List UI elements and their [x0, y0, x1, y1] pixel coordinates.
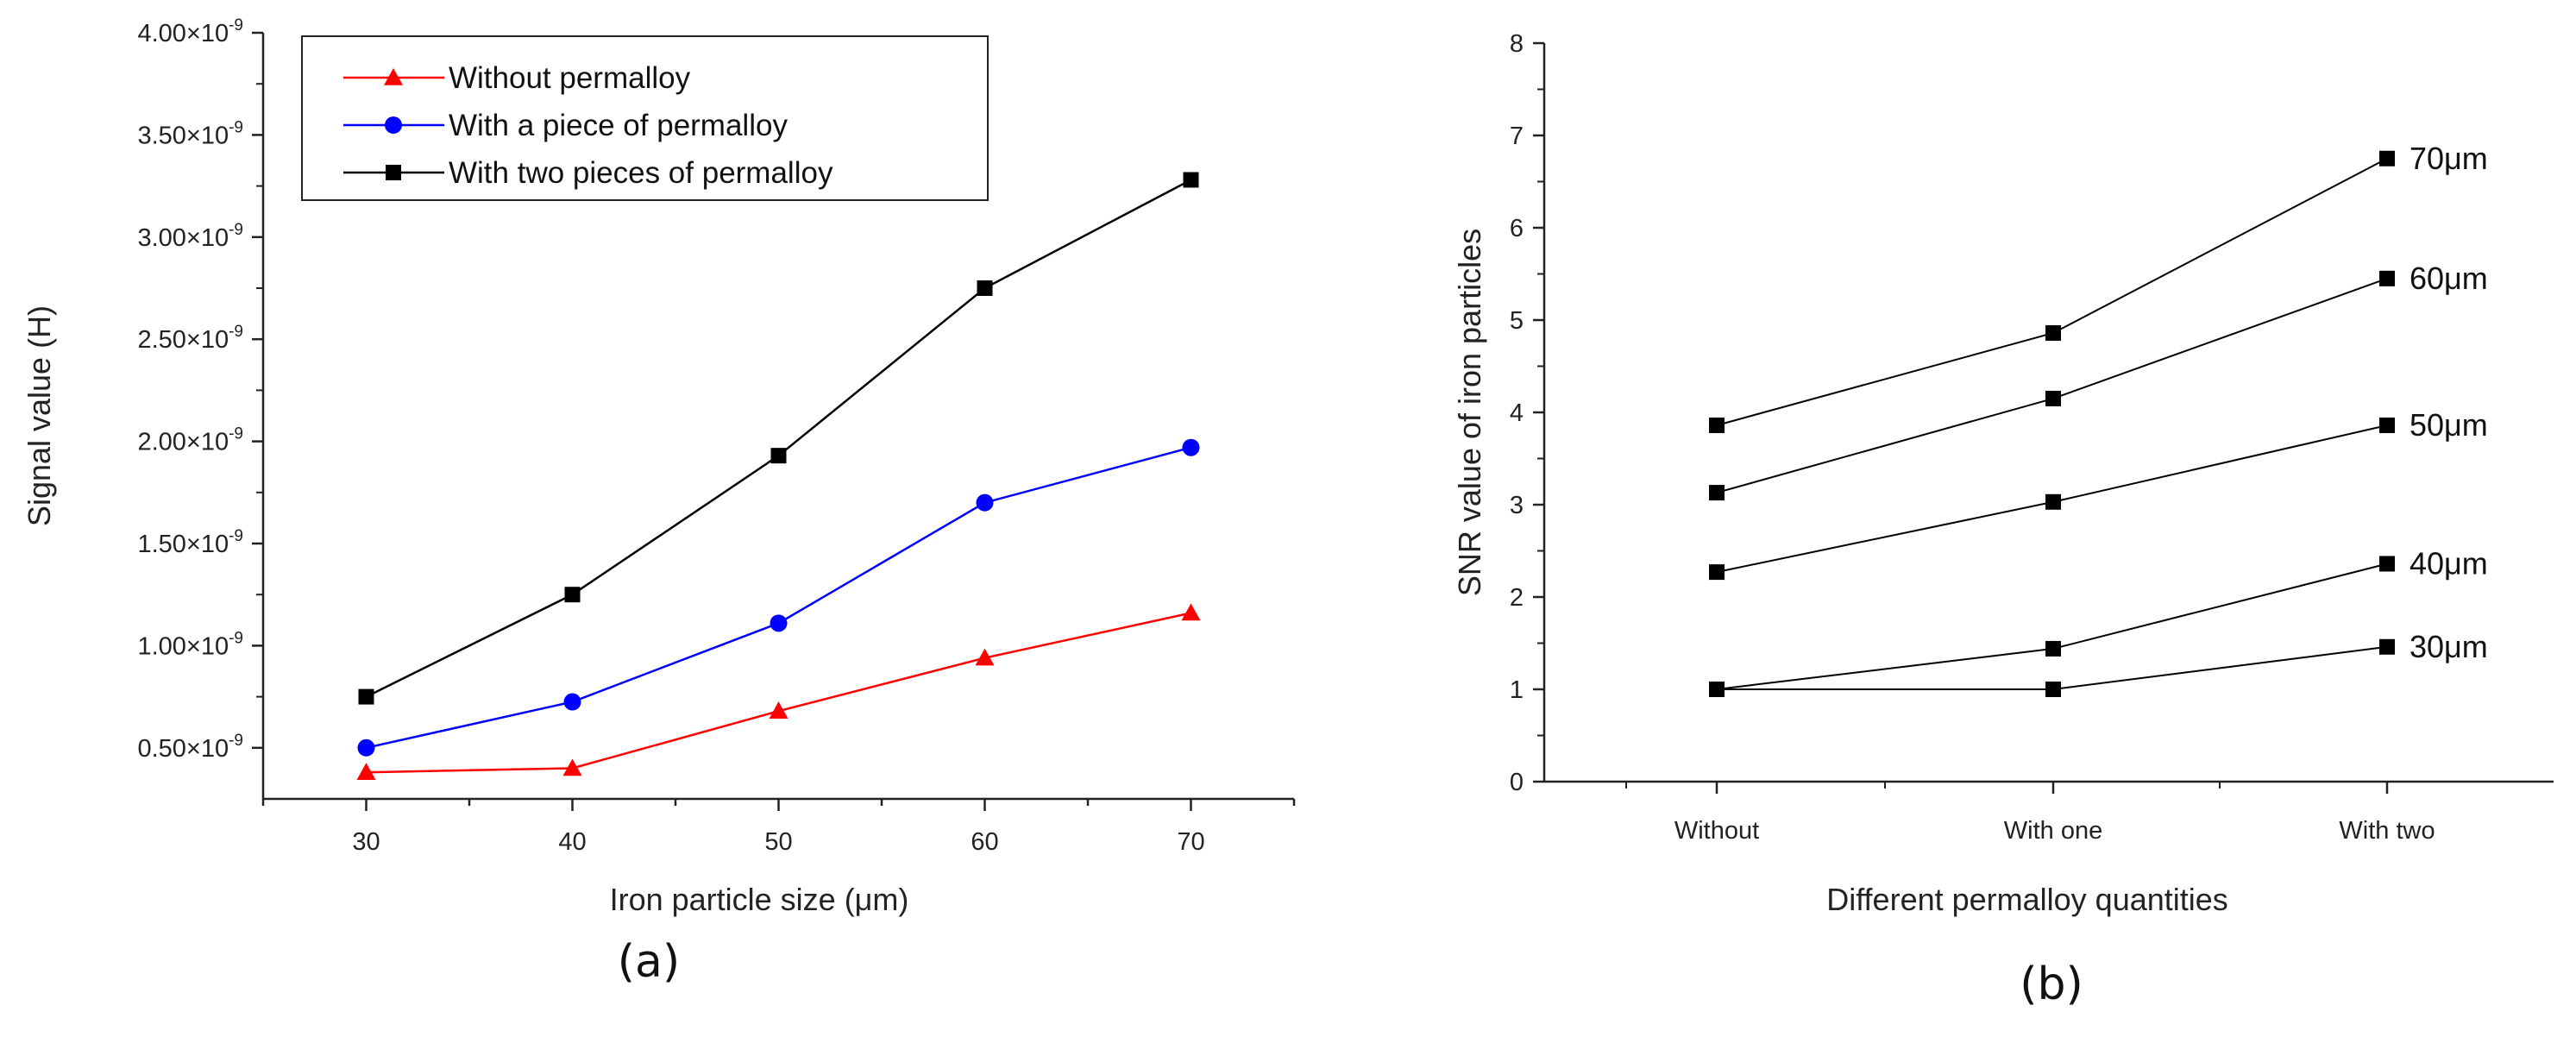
chart-b-series-60μm: 60μm	[1709, 261, 2488, 501]
chart-b-panel-label: (b)	[2020, 958, 2083, 1010]
legend-label: With a piece of permalloy	[449, 109, 788, 142]
chart-b-ytick-label: 8	[1510, 30, 1524, 58]
chart-b-xtick-label: With two	[2339, 817, 2435, 845]
chart-a-point	[769, 701, 789, 719]
chart-a-point	[356, 763, 376, 781]
chart-b-ytick-label: 5	[1510, 307, 1524, 335]
chart-b-series-30μm: 30μm	[1709, 629, 2488, 697]
chart-b-series-label: 70μm	[2410, 141, 2488, 176]
chart-b-point	[2379, 556, 2395, 572]
chart-a-ytick-label: 0.50×10-9	[137, 732, 243, 763]
chart-a: 0.50×10-9 1.00×10-9 1.50×10-9 2.00×10-9 2.50…	[22, 16, 1296, 988]
chart-a-series-triangle	[356, 603, 1201, 781]
chart-b-series-line	[1716, 157, 2388, 426]
chart-a-xtick-label: 60	[971, 828, 998, 856]
chart-a-point	[1182, 438, 1200, 456]
chart-b-point	[2045, 682, 2061, 697]
chart-b-series-70μm: 70μm	[1709, 141, 2488, 433]
chart-b-series-40μm: 40μm	[1709, 545, 2488, 697]
chart-a-series-line	[366, 612, 1191, 774]
chart-b-point	[1709, 417, 1725, 433]
chart-a-point	[563, 693, 581, 711]
chart-b-point	[1709, 485, 1725, 501]
chart-a-point	[977, 280, 993, 296]
chart-b-ytick-label: 7	[1510, 123, 1524, 150]
chart-b-y-title: SNR value of iron particles	[1452, 229, 1487, 596]
chart-a-ytick-label: 2.00×10-9	[137, 425, 243, 456]
chart-b-point	[2045, 640, 2061, 657]
chart-a-xtick-label: 30	[352, 828, 380, 856]
chart-b-series-label: 40μm	[2410, 545, 2488, 581]
chart-b-point	[2045, 390, 2061, 406]
chart-b-ytick-label: 0	[1510, 769, 1524, 796]
chart-b-point	[1709, 564, 1725, 581]
chart-b-point	[2379, 417, 2395, 433]
chart-b-point	[2379, 150, 2395, 167]
chart-a-point	[1183, 172, 1199, 188]
chart-b: 0 1 2 3 4 5 6 7 8 Without With one With two 70μm 60…	[1452, 30, 2554, 1010]
chart-b-ytick-label: 3	[1510, 492, 1524, 519]
chart-a-point	[358, 688, 374, 705]
chart-a-point	[770, 448, 787, 464]
chart-a-xtick-label: 50	[764, 828, 792, 856]
chart-a-panel-label: (a)	[618, 936, 680, 988]
chart-b-xtick-label: Without	[1674, 817, 1759, 845]
chart-a-legend: Without permalloy With a piece of permall…	[301, 35, 989, 201]
legend-label: With two pieces of permalloy	[449, 156, 833, 190]
chart-a-series-square	[358, 172, 1199, 705]
chart-a-ytick-label: 2.50×10-9	[137, 323, 243, 354]
chart-b-series-line	[1716, 562, 2388, 690]
chart-b-series-line	[1716, 277, 2388, 494]
legend-marker	[384, 68, 403, 85]
chart-a-point	[770, 614, 788, 632]
chart-a-xtick-label: 40	[558, 828, 586, 856]
chart-b-point	[1709, 682, 1725, 697]
legend-marker	[385, 116, 402, 134]
chart-a-point	[975, 648, 995, 666]
chart-b-series-label: 50μm	[2410, 407, 2488, 443]
chart-a-ytick-label: 3.50×10-9	[137, 118, 243, 149]
legend-marker	[386, 165, 401, 180]
chart-a-xtick-label: 70	[1177, 828, 1204, 856]
chart-a-ytick-label: 1.50×10-9	[137, 527, 243, 558]
chart-a-point	[357, 738, 375, 757]
chart-b-point	[2379, 638, 2395, 655]
chart-a-point	[562, 758, 582, 776]
chart-a-point	[1181, 603, 1201, 621]
chart-b-ytick-label: 2	[1510, 584, 1524, 612]
chart-a-y-title: Signal value (H)	[22, 305, 57, 526]
chart-a-ytick-label: 1.00×10-9	[137, 629, 243, 660]
chart-a-point	[976, 493, 994, 512]
chart-b-series-50μm: 50μm	[1709, 407, 2488, 581]
chart-b-series-label: 60μm	[2410, 261, 2488, 296]
chart-b-point	[2379, 270, 2395, 286]
chart-b-ytick-label: 1	[1510, 676, 1524, 704]
chart-b-xtick-label: With one	[2004, 817, 2102, 845]
chart-b-ytick-label: 4	[1510, 399, 1524, 427]
legend-label: Without permalloy	[449, 61, 691, 95]
chart-a-ytick-label: 3.00×10-9	[137, 221, 243, 252]
chart-b-ytick-label: 6	[1510, 215, 1524, 242]
chart-a-ytick-label: 4.00×10-9	[137, 16, 243, 47]
chart-a-point	[564, 587, 581, 603]
chart-b-x-title: Different permalloy quantities	[1826, 882, 2228, 917]
chart-a-series-circle	[357, 438, 1200, 757]
chart-a-x-title: Iron particle size (μm)	[610, 882, 909, 917]
chart-b-series-label: 30μm	[2410, 629, 2488, 664]
chart-b-point	[2045, 324, 2061, 341]
chart-b-point	[2045, 493, 2061, 510]
